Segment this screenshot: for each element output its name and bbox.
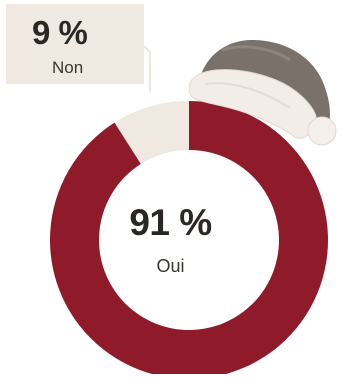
non-callout: 9 % Non	[6, 4, 144, 84]
callout-leader-line	[143, 45, 151, 92]
slice-oui	[49, 101, 328, 379]
santa-hat-icon	[188, 40, 337, 146]
non-label: Non	[52, 58, 84, 77]
donut-slices	[49, 101, 328, 379]
slice-non	[114, 101, 189, 165]
oui-label: Oui	[156, 256, 185, 276]
non-percent-label: 9 %	[32, 14, 88, 51]
oui-percent-label: 91 %	[129, 202, 212, 243]
